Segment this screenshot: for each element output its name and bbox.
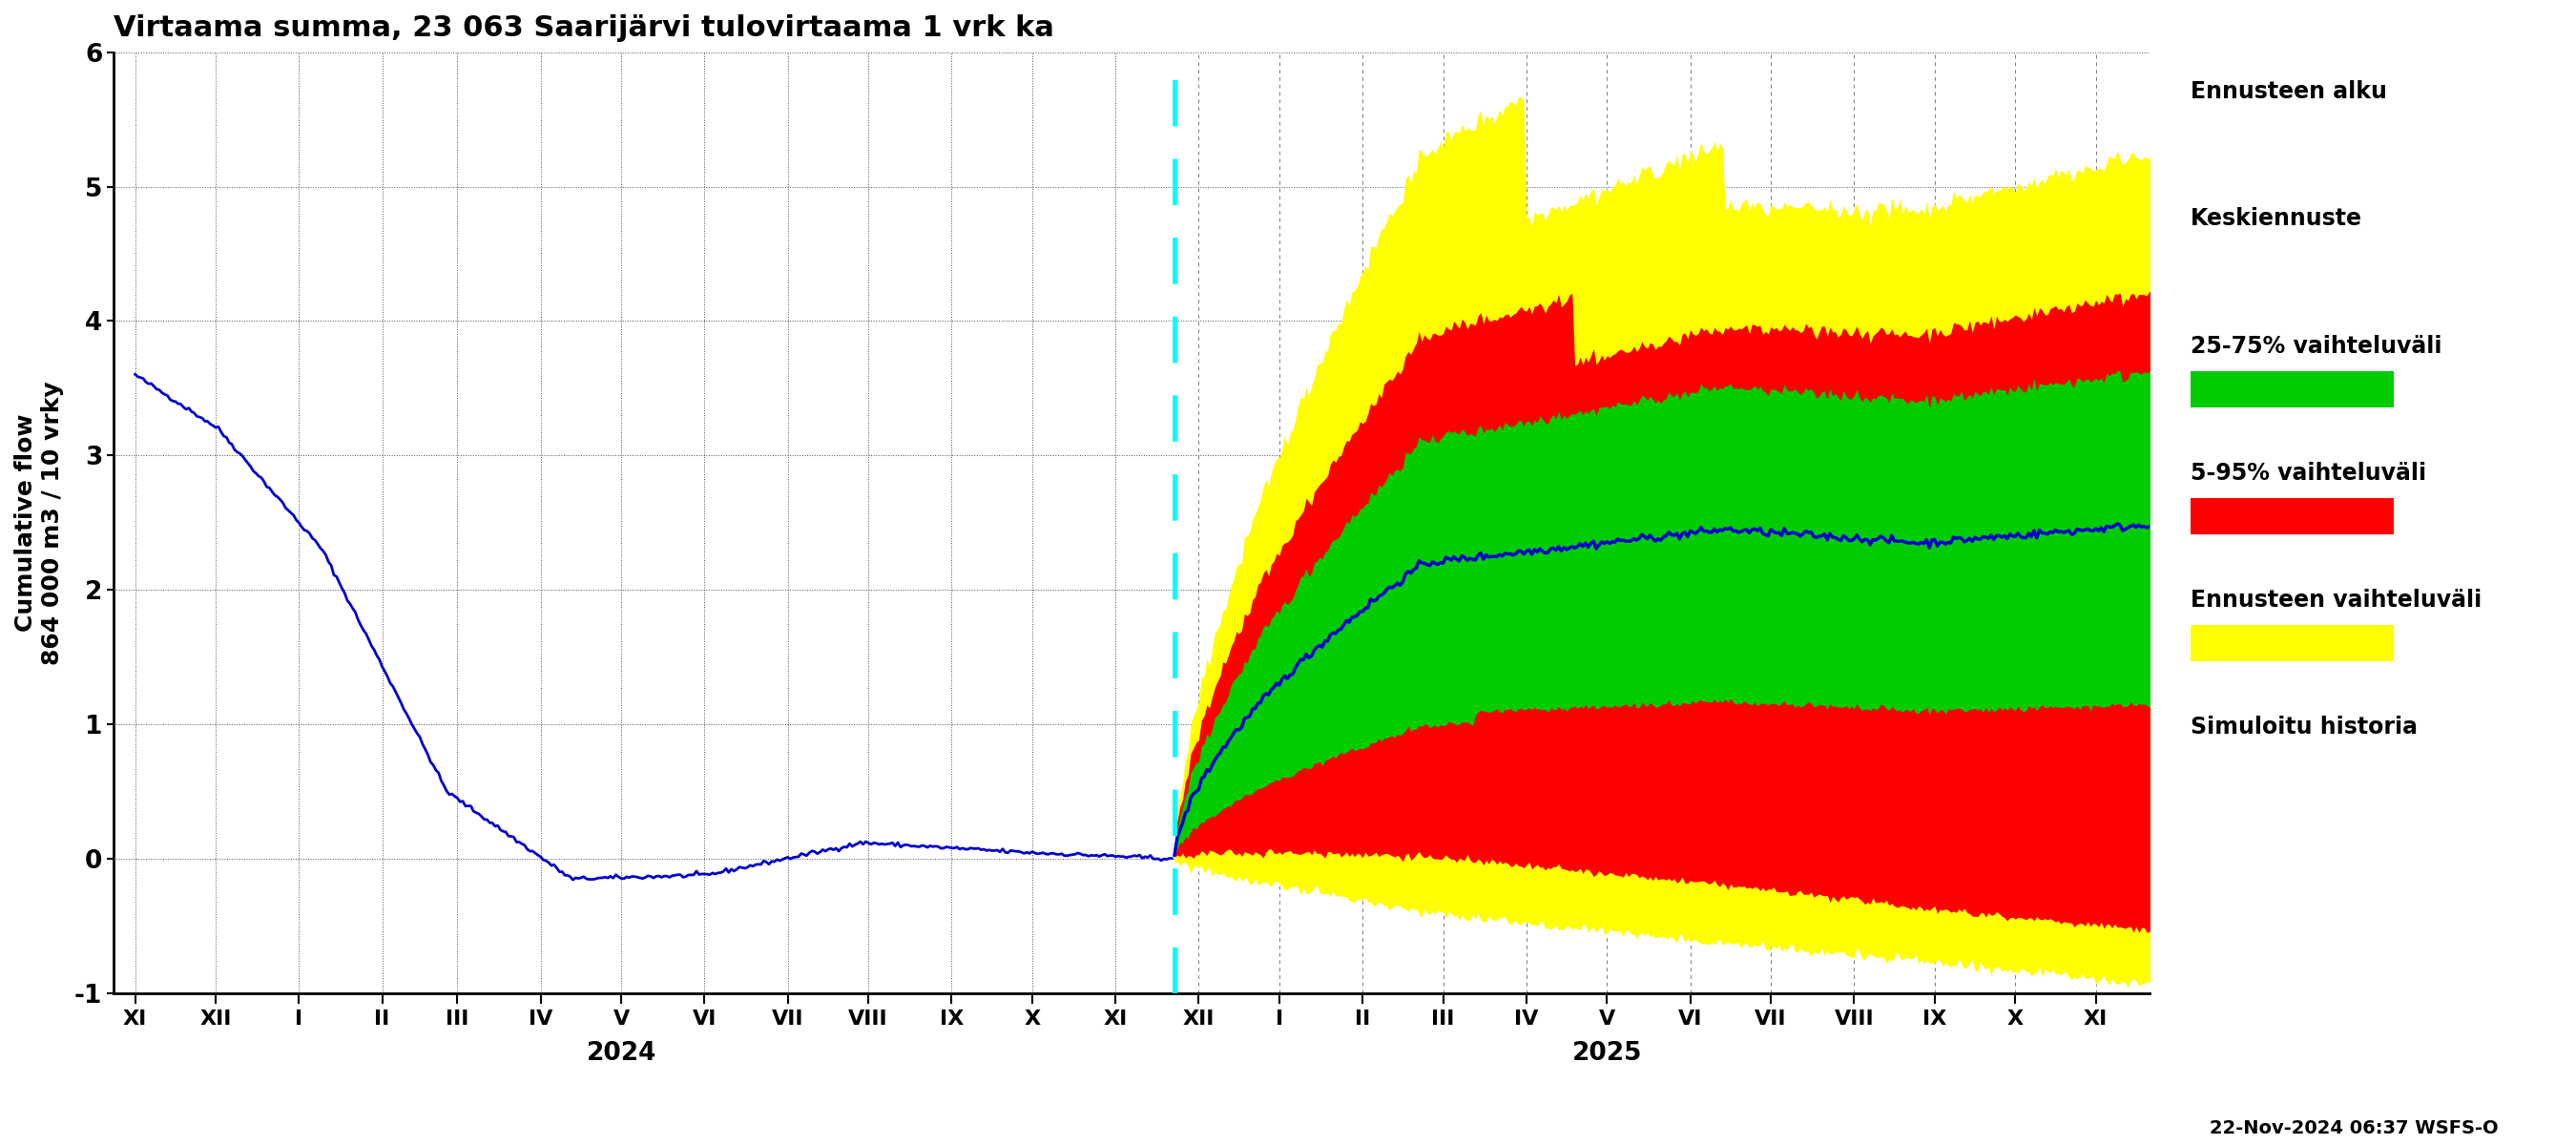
Text: 5-95% vaihteluväli: 5-95% vaihteluväli [2190, 461, 2427, 484]
FancyBboxPatch shape [2190, 498, 2393, 534]
Y-axis label: Cumulative flow
864 000 m3 / 10 vrky: Cumulative flow 864 000 m3 / 10 vrky [15, 381, 64, 665]
Text: 25-75% vaihteluväli: 25-75% vaihteluväli [2190, 334, 2442, 357]
Text: 2024: 2024 [587, 1042, 657, 1066]
Text: Simuloitu historia: Simuloitu historia [2190, 716, 2416, 739]
FancyBboxPatch shape [2190, 625, 2393, 661]
Text: Ennusteen vaihteluväli: Ennusteen vaihteluväli [2190, 589, 2481, 611]
Text: Keskiennuste: Keskiennuste [2190, 207, 2362, 230]
Text: 22-Nov-2024 06:37 WSFS-O: 22-Nov-2024 06:37 WSFS-O [2210, 1120, 2499, 1137]
FancyBboxPatch shape [2190, 371, 2393, 406]
Text: 2025: 2025 [1571, 1042, 1641, 1066]
Text: Virtaama summa, 23 063 Saarijärvi tulovirtaama 1 vrk ka: Virtaama summa, 23 063 Saarijärvi tulovi… [113, 14, 1054, 42]
Text: Ennusteen alku: Ennusteen alku [2190, 80, 2388, 103]
